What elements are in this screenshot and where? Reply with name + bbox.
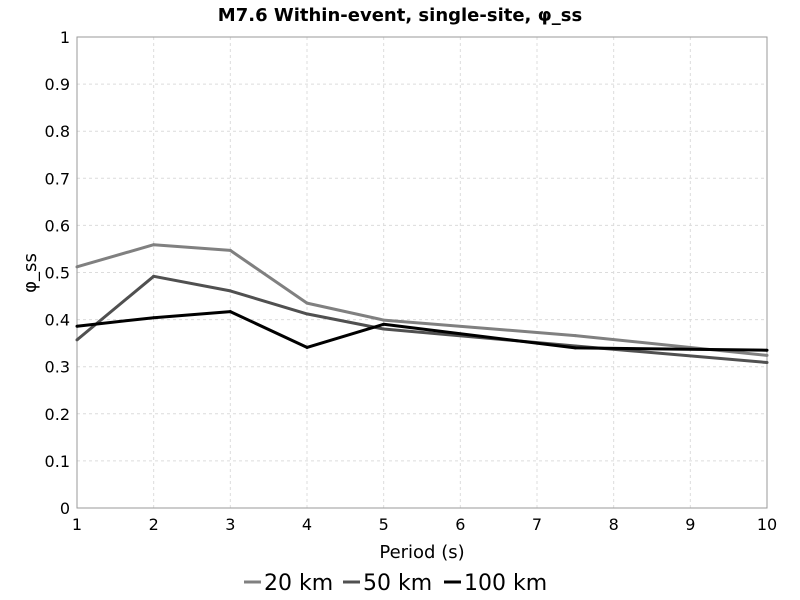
x-tick-label: 5 (379, 515, 389, 534)
data-point (305, 301, 309, 305)
data-point (573, 334, 577, 338)
data-point (228, 289, 232, 293)
data-point (382, 318, 386, 322)
data-point (382, 327, 386, 331)
data-point (573, 346, 577, 350)
data-point (75, 324, 79, 328)
legend-label: 20 km (264, 571, 333, 596)
data-point (228, 248, 232, 252)
chart-title: M7.6 Within-event, single-site, φ_ss (218, 5, 582, 26)
legend-label: 50 km (363, 571, 432, 596)
x-tick-label: 6 (455, 515, 465, 534)
x-axis-label: Period (s) (379, 542, 464, 563)
data-point (765, 348, 769, 352)
y-tick-labels: 0 0.1 0.2 0.3 0.4 0.5 0.6 0.7 0.8 0.9 1 (45, 28, 70, 518)
data-point (228, 310, 232, 314)
y-tick-label: 0.2 (45, 405, 70, 424)
plot-frame (76, 36, 768, 509)
y-tick-label: 0.5 (45, 264, 70, 283)
data-point (152, 316, 156, 320)
x-tick-label: 8 (609, 515, 619, 534)
y-tick-label: 0.8 (45, 122, 70, 141)
data-point (765, 360, 769, 364)
data-point (765, 353, 769, 357)
y-tick-label: 1 (60, 28, 70, 47)
y-tick-label: 0.9 (45, 75, 70, 94)
x-tick-label: 4 (302, 515, 312, 534)
data-point (152, 243, 156, 247)
grid (77, 37, 767, 508)
data-point (305, 312, 309, 316)
y-tick-label: 0 (60, 499, 70, 518)
x-tick-label: 1 (72, 515, 82, 534)
data-point (305, 345, 309, 349)
x-tick-labels: 1 2 3 4 5 6 7 8 9 10 (72, 515, 777, 534)
data-point (152, 274, 156, 278)
y-tick-label: 0.3 (45, 358, 70, 377)
series-layer (75, 243, 769, 364)
series-line-20-km (76, 243, 768, 357)
data-point (75, 265, 79, 269)
data-point (382, 322, 386, 326)
legend-label: 100 km (464, 571, 547, 596)
x-tick-label: 9 (685, 515, 695, 534)
x-tick-label: 3 (225, 515, 235, 534)
x-tick-label: 2 (149, 515, 159, 534)
y-tick-label: 0.6 (45, 216, 70, 235)
y-axis-label: φ_ss (20, 253, 41, 293)
y-tick-label: 0.7 (45, 169, 70, 188)
data-point (75, 338, 79, 342)
y-tick-label: 0.1 (45, 452, 70, 471)
y-tick-label: 0.4 (45, 311, 70, 330)
x-tick-label: 10 (757, 515, 777, 534)
legend: 20 km 50 km 100 km (244, 571, 547, 596)
x-tick-label: 7 (532, 515, 542, 534)
